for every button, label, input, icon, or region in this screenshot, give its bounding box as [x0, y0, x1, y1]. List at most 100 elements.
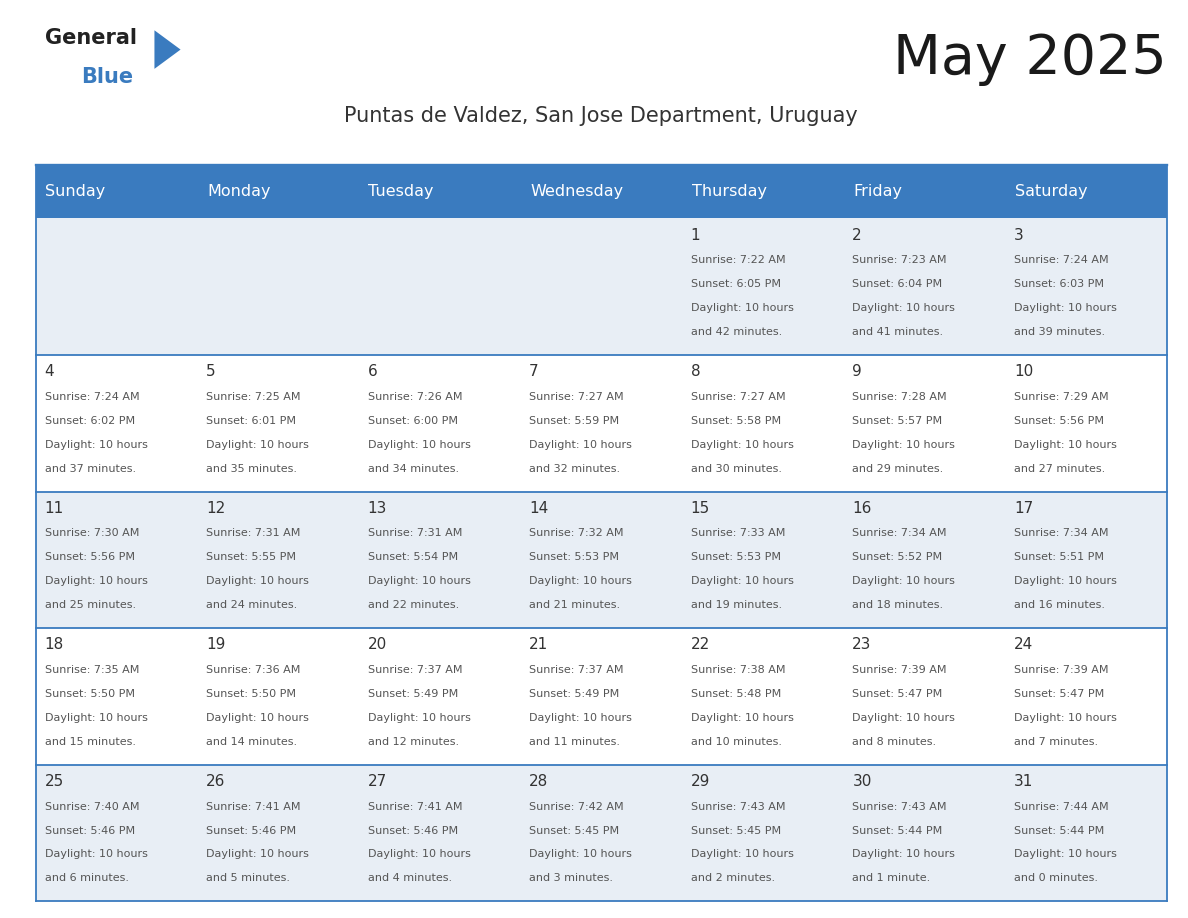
Text: and 12 minutes.: and 12 minutes.: [367, 737, 459, 746]
Text: 15: 15: [690, 501, 710, 516]
Text: Daylight: 10 hours: Daylight: 10 hours: [206, 440, 309, 450]
Text: and 11 minutes.: and 11 minutes.: [529, 737, 620, 746]
Text: 9: 9: [852, 364, 862, 379]
Text: and 37 minutes.: and 37 minutes.: [44, 464, 135, 474]
Text: Daylight: 10 hours: Daylight: 10 hours: [690, 303, 794, 313]
Text: Sunrise: 7:31 AM: Sunrise: 7:31 AM: [206, 529, 301, 538]
Text: Daylight: 10 hours: Daylight: 10 hours: [367, 577, 470, 587]
Bar: [36, 165, 1167, 218]
Text: 7: 7: [529, 364, 539, 379]
Text: and 42 minutes.: and 42 minutes.: [690, 327, 782, 337]
Text: and 32 minutes.: and 32 minutes.: [529, 464, 620, 474]
Text: Daylight: 10 hours: Daylight: 10 hours: [206, 712, 309, 722]
Text: Sunrise: 7:41 AM: Sunrise: 7:41 AM: [367, 801, 462, 812]
Text: and 34 minutes.: and 34 minutes.: [367, 464, 459, 474]
Text: and 35 minutes.: and 35 minutes.: [206, 464, 297, 474]
Text: Sunrise: 7:37 AM: Sunrise: 7:37 AM: [529, 665, 624, 675]
Text: Sunset: 5:46 PM: Sunset: 5:46 PM: [206, 825, 296, 835]
Text: and 15 minutes.: and 15 minutes.: [44, 737, 135, 746]
Text: 20: 20: [367, 637, 387, 653]
Text: Daylight: 10 hours: Daylight: 10 hours: [44, 849, 147, 859]
Text: Daylight: 10 hours: Daylight: 10 hours: [206, 849, 309, 859]
Text: and 25 minutes.: and 25 minutes.: [44, 600, 135, 610]
Text: and 0 minutes.: and 0 minutes.: [1013, 873, 1098, 883]
Text: Friday: Friday: [853, 185, 902, 199]
Polygon shape: [154, 30, 181, 69]
Text: 16: 16: [852, 501, 872, 516]
Text: Sunrise: 7:39 AM: Sunrise: 7:39 AM: [852, 665, 947, 675]
Text: 14: 14: [529, 501, 549, 516]
Text: Sunset: 6:05 PM: Sunset: 6:05 PM: [690, 279, 781, 289]
Text: Daylight: 10 hours: Daylight: 10 hours: [1013, 440, 1117, 450]
Text: Sunrise: 7:43 AM: Sunrise: 7:43 AM: [690, 801, 785, 812]
Text: Sunset: 5:49 PM: Sunset: 5:49 PM: [529, 688, 619, 699]
Text: Daylight: 10 hours: Daylight: 10 hours: [44, 577, 147, 587]
Text: Sunset: 5:48 PM: Sunset: 5:48 PM: [690, 688, 781, 699]
Text: Sunset: 5:54 PM: Sunset: 5:54 PM: [367, 553, 457, 563]
Text: Monday: Monday: [207, 185, 271, 199]
Text: 8: 8: [690, 364, 701, 379]
Text: Sunrise: 7:36 AM: Sunrise: 7:36 AM: [206, 665, 301, 675]
Text: Sunrise: 7:25 AM: Sunrise: 7:25 AM: [206, 392, 301, 402]
Text: Sunset: 5:46 PM: Sunset: 5:46 PM: [44, 825, 134, 835]
Text: 18: 18: [44, 637, 64, 653]
Text: Sunrise: 7:24 AM: Sunrise: 7:24 AM: [44, 392, 139, 402]
Text: and 41 minutes.: and 41 minutes.: [852, 327, 943, 337]
Text: Blue: Blue: [81, 67, 133, 87]
Text: and 18 minutes.: and 18 minutes.: [852, 600, 943, 610]
Text: 13: 13: [367, 501, 387, 516]
Text: Daylight: 10 hours: Daylight: 10 hours: [529, 712, 632, 722]
Text: and 14 minutes.: and 14 minutes.: [206, 737, 297, 746]
Text: Sunrise: 7:40 AM: Sunrise: 7:40 AM: [44, 801, 139, 812]
Text: Sunset: 5:53 PM: Sunset: 5:53 PM: [690, 553, 781, 563]
Text: Sunset: 5:58 PM: Sunset: 5:58 PM: [690, 416, 781, 426]
Text: Sunrise: 7:41 AM: Sunrise: 7:41 AM: [206, 801, 301, 812]
Text: Sunset: 5:53 PM: Sunset: 5:53 PM: [529, 553, 619, 563]
Text: Daylight: 10 hours: Daylight: 10 hours: [690, 849, 794, 859]
Text: and 19 minutes.: and 19 minutes.: [690, 600, 782, 610]
Bar: [36, 492, 1167, 628]
Text: Sunday: Sunday: [45, 185, 106, 199]
Text: Sunset: 5:47 PM: Sunset: 5:47 PM: [852, 688, 942, 699]
Text: Daylight: 10 hours: Daylight: 10 hours: [852, 440, 955, 450]
Text: Sunset: 6:03 PM: Sunset: 6:03 PM: [1013, 279, 1104, 289]
Text: Sunset: 5:47 PM: Sunset: 5:47 PM: [1013, 688, 1104, 699]
Text: Daylight: 10 hours: Daylight: 10 hours: [44, 440, 147, 450]
Text: Sunrise: 7:38 AM: Sunrise: 7:38 AM: [690, 665, 785, 675]
Text: Sunrise: 7:27 AM: Sunrise: 7:27 AM: [690, 392, 785, 402]
Text: Daylight: 10 hours: Daylight: 10 hours: [529, 440, 632, 450]
Text: and 1 minute.: and 1 minute.: [852, 873, 930, 883]
Text: and 27 minutes.: and 27 minutes.: [1013, 464, 1105, 474]
Text: Daylight: 10 hours: Daylight: 10 hours: [1013, 712, 1117, 722]
Text: Daylight: 10 hours: Daylight: 10 hours: [690, 440, 794, 450]
Text: Sunset: 5:52 PM: Sunset: 5:52 PM: [852, 553, 942, 563]
Text: Daylight: 10 hours: Daylight: 10 hours: [367, 849, 470, 859]
Text: Daylight: 10 hours: Daylight: 10 hours: [206, 577, 309, 587]
Text: 25: 25: [44, 774, 64, 789]
Text: Saturday: Saturday: [1015, 185, 1087, 199]
Text: Sunrise: 7:29 AM: Sunrise: 7:29 AM: [1013, 392, 1108, 402]
Text: Sunrise: 7:34 AM: Sunrise: 7:34 AM: [1013, 529, 1108, 538]
Text: and 24 minutes.: and 24 minutes.: [206, 600, 297, 610]
Text: Sunset: 5:49 PM: Sunset: 5:49 PM: [367, 688, 457, 699]
Text: and 29 minutes.: and 29 minutes.: [852, 464, 943, 474]
Text: 10: 10: [1013, 364, 1034, 379]
Text: Sunset: 6:02 PM: Sunset: 6:02 PM: [44, 416, 134, 426]
Text: Sunrise: 7:30 AM: Sunrise: 7:30 AM: [44, 529, 139, 538]
Text: Daylight: 10 hours: Daylight: 10 hours: [852, 303, 955, 313]
Text: and 22 minutes.: and 22 minutes.: [367, 600, 459, 610]
Text: 26: 26: [206, 774, 226, 789]
Text: Tuesday: Tuesday: [368, 185, 434, 199]
Text: and 10 minutes.: and 10 minutes.: [690, 737, 782, 746]
Text: and 2 minutes.: and 2 minutes.: [690, 873, 775, 883]
Text: Daylight: 10 hours: Daylight: 10 hours: [529, 577, 632, 587]
Text: Sunrise: 7:32 AM: Sunrise: 7:32 AM: [529, 529, 624, 538]
Text: Sunset: 5:50 PM: Sunset: 5:50 PM: [206, 688, 296, 699]
Text: Sunset: 5:44 PM: Sunset: 5:44 PM: [1013, 825, 1104, 835]
Text: Wednesday: Wednesday: [530, 185, 624, 199]
Text: 19: 19: [206, 637, 226, 653]
Text: Sunrise: 7:37 AM: Sunrise: 7:37 AM: [367, 665, 462, 675]
Text: 21: 21: [529, 637, 549, 653]
Text: Sunset: 6:00 PM: Sunset: 6:00 PM: [367, 416, 457, 426]
Bar: [36, 765, 1167, 901]
